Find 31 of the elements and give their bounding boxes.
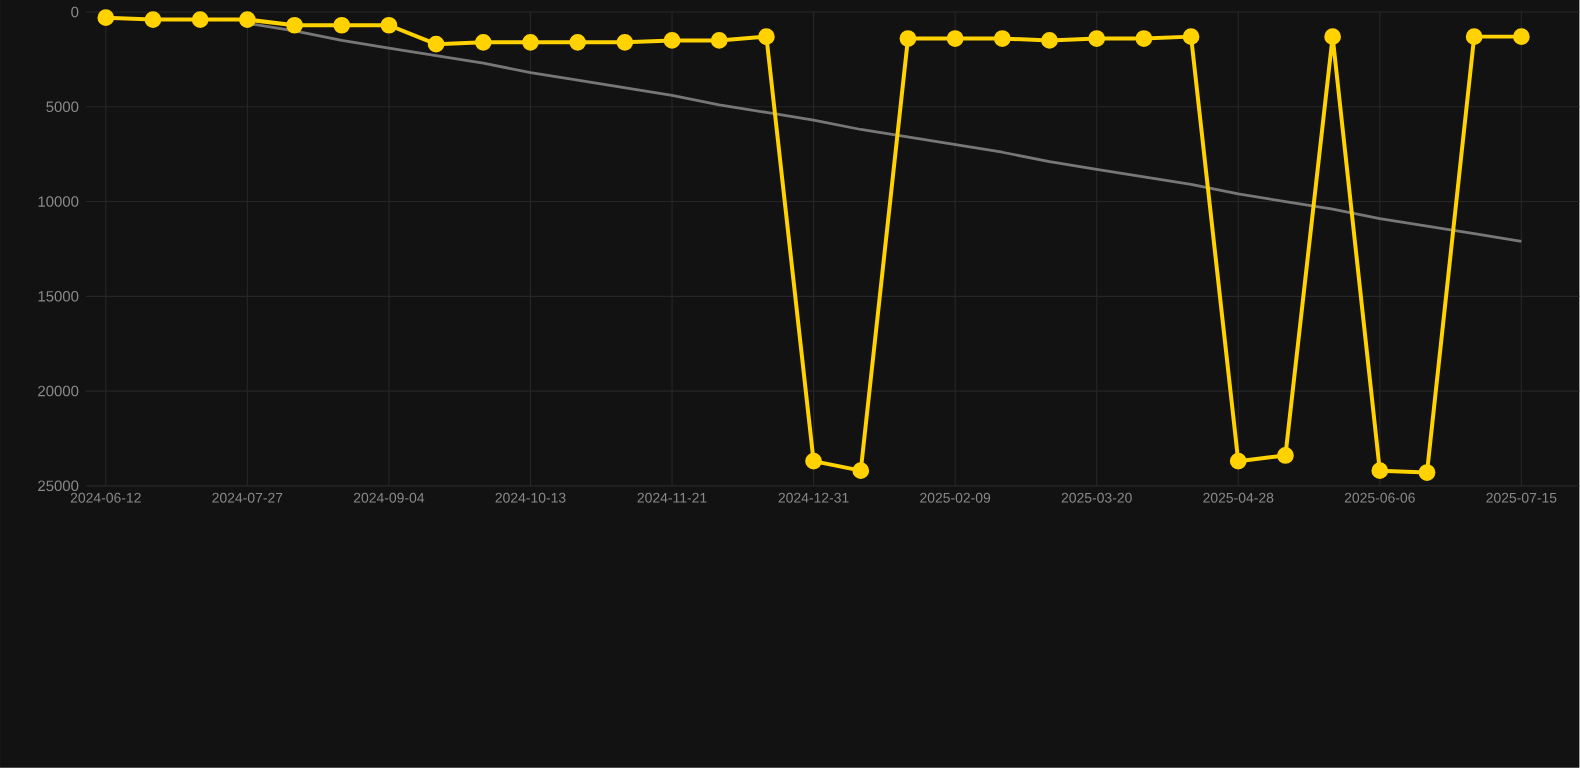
point [993,30,1011,48]
point [239,11,256,29]
point [616,34,634,51]
point [1088,30,1106,48]
point [380,17,398,34]
point [1041,32,1058,49]
point [1371,462,1389,480]
point [333,17,351,34]
point [946,30,964,48]
point [1418,464,1436,482]
point [1135,30,1153,48]
point [899,30,917,48]
point [286,17,303,34]
point [144,11,162,29]
point [474,34,492,51]
point [1513,28,1530,46]
point [1465,28,1483,46]
point [427,36,445,53]
point [758,28,775,46]
point [522,34,539,51]
point [805,452,822,470]
point [852,462,870,480]
point [710,32,728,49]
point [663,32,681,49]
point [569,34,587,51]
point [191,11,209,29]
point [1182,28,1200,46]
point [1229,452,1247,470]
point [1324,28,1341,46]
point [1277,447,1294,464]
point [97,9,115,27]
